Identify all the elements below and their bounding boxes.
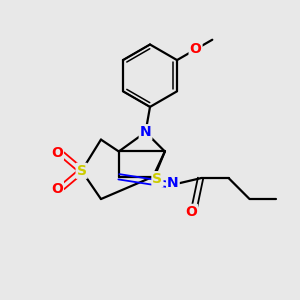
- Text: S: S: [152, 172, 162, 186]
- Text: O: O: [190, 42, 202, 56]
- Text: O: O: [51, 182, 63, 196]
- Text: N: N: [140, 125, 152, 139]
- Text: S: S: [76, 164, 87, 178]
- Text: N: N: [167, 176, 179, 190]
- Text: O: O: [185, 205, 197, 219]
- Text: O: O: [51, 146, 63, 160]
